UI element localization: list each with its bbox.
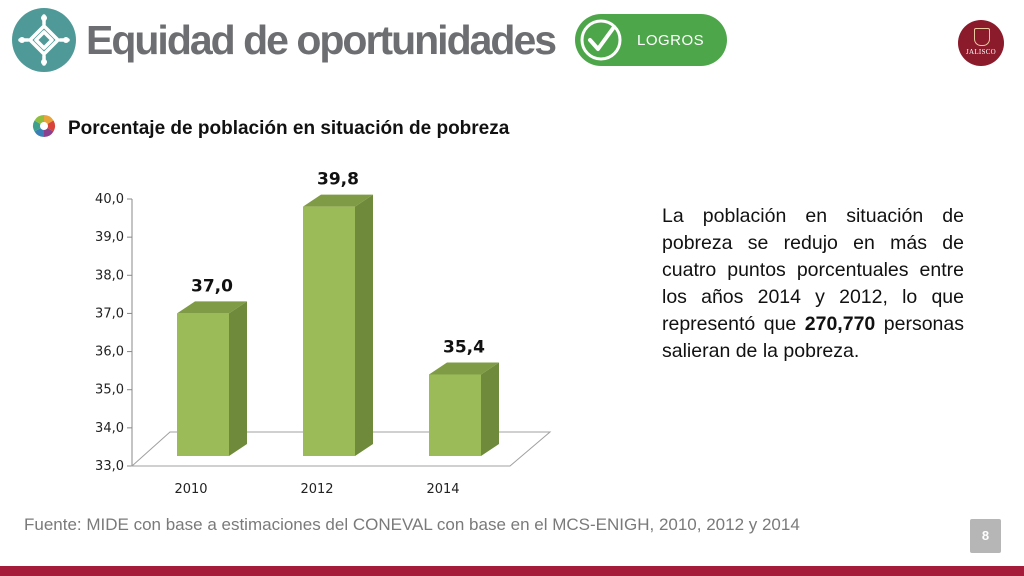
badge-label: LOGROS (637, 32, 705, 49)
bottom-accent-bar (0, 566, 1024, 576)
bar (429, 374, 481, 456)
y-tick-label: 34,0 (95, 421, 124, 436)
y-tick-label: 40,0 (95, 192, 124, 207)
x-tick-label: 2010 (174, 482, 207, 497)
bar-top (429, 362, 499, 375)
bar-side (229, 301, 247, 456)
summary-text-part2: personas salieran de la pobreza. (662, 313, 964, 362)
chart-title: Porcentaje de población en situación de … (68, 118, 510, 139)
bar-side (355, 194, 373, 456)
x-tick-label: 2014 (426, 482, 459, 497)
bar-top (303, 194, 373, 207)
bar-top (177, 301, 247, 314)
equity-emblem-icon (12, 8, 76, 72)
jalisco-logo: JALISCO (958, 20, 1004, 66)
bar (177, 313, 229, 456)
y-tick-label: 38,0 (95, 268, 124, 283)
data-label: 35,4 (443, 337, 485, 357)
y-tick-label: 39,0 (95, 230, 124, 245)
page-number: 8 (970, 519, 1001, 553)
colorful-bullet-icon (33, 115, 55, 137)
summary-highlight-number: 270,770 (804, 313, 876, 335)
y-tick-label: 35,0 (95, 383, 124, 398)
page-title: Equidad de oportunidades (86, 17, 557, 63)
crest-icon (974, 28, 990, 46)
data-label: 39,8 (317, 170, 359, 190)
checkmark-icon (580, 19, 622, 61)
data-label: 37,0 (191, 276, 233, 296)
x-tick-label: 2012 (300, 482, 333, 497)
y-tick-label: 33,0 (95, 459, 124, 474)
achievements-badge: LOGROS (575, 14, 727, 66)
summary-text-part1: La población en situación de pobreza se … (662, 205, 964, 335)
summary-paragraph: La población en situación de pobreza se … (662, 203, 964, 365)
bar (303, 206, 355, 456)
chart-floor (130, 431, 552, 467)
poverty-bar-chart: 33,0 34,0 35,0 36,0 37,0 38,0 39,0 40,0 37,0 2010… (95, 170, 552, 497)
logo-text: JALISCO (965, 48, 997, 56)
y-tick-label: 36,0 (95, 345, 124, 360)
source-note: Fuente: MIDE con base a estimaciones del… (24, 515, 800, 534)
bar-side (481, 362, 499, 456)
y-tick-label: 37,0 (95, 306, 124, 321)
